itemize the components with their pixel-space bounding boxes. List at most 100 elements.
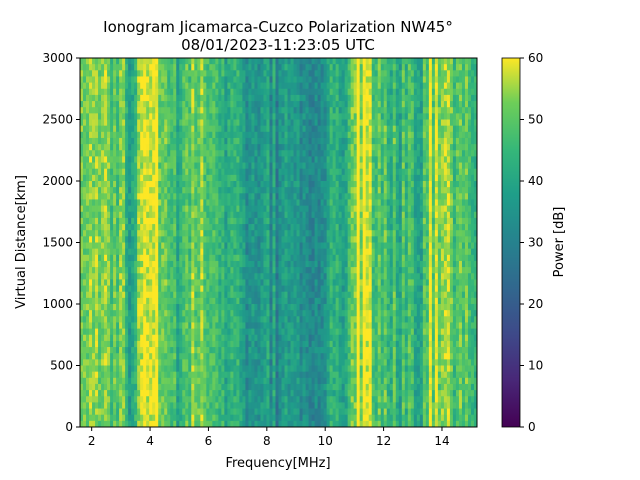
heatmap-cell — [173, 267, 177, 274]
heatmap-cell — [290, 402, 294, 409]
heatmap-cell — [98, 137, 102, 145]
heatmap-cell — [257, 285, 261, 293]
heatmap-cell — [230, 322, 234, 329]
heatmap-cell — [122, 254, 126, 262]
heatmap-cell — [272, 82, 276, 90]
heatmap-cell — [239, 260, 243, 268]
heatmap-cell — [116, 174, 120, 182]
heatmap-cell — [179, 113, 183, 120]
heatmap-cell — [137, 88, 141, 96]
heatmap-cell — [197, 211, 201, 219]
heatmap-cell — [125, 340, 129, 348]
heatmap-cell — [260, 70, 264, 77]
heatmap-cell — [122, 101, 126, 108]
heatmap-cell — [326, 101, 331, 108]
heatmap-cell — [242, 168, 246, 176]
heatmap-cell — [326, 371, 331, 379]
heatmap-cell — [287, 174, 291, 182]
heatmap-cell — [89, 359, 93, 366]
heatmap-cell — [197, 347, 201, 354]
heatmap-cell — [236, 230, 240, 237]
heatmap-cell — [161, 353, 165, 360]
heatmap-cell — [125, 217, 129, 225]
heatmap-cell — [185, 82, 189, 90]
heatmap-cell — [128, 396, 132, 403]
heatmap-cell — [218, 353, 222, 360]
heatmap-cell — [218, 242, 222, 250]
heatmap-cell — [164, 371, 168, 379]
heatmap-cell — [149, 347, 153, 354]
heatmap-cell — [140, 88, 144, 96]
heatmap-cell — [323, 390, 328, 397]
heatmap-cell — [179, 101, 183, 108]
heatmap-cell — [92, 217, 96, 225]
heatmap-cell — [320, 365, 325, 373]
heatmap-cell — [266, 310, 270, 317]
heatmap-cell — [176, 64, 180, 71]
heatmap-cell — [326, 94, 331, 102]
heatmap-cell — [119, 162, 123, 170]
heatmap-cell — [176, 328, 180, 336]
heatmap-cell — [182, 64, 186, 71]
heatmap-cell — [227, 162, 231, 170]
heatmap-cell — [272, 285, 276, 293]
heatmap-cell — [131, 297, 135, 305]
heatmap-cell — [218, 107, 222, 114]
heatmap-cell — [200, 414, 204, 422]
heatmap-cell — [278, 334, 282, 342]
heatmap-cell — [215, 144, 219, 151]
heatmap-cell — [209, 181, 213, 188]
heatmap-cell — [101, 144, 105, 151]
heatmap-cell — [173, 297, 177, 305]
heatmap-cell — [269, 230, 273, 237]
heatmap-cell — [314, 304, 318, 311]
heatmap-cell — [206, 310, 210, 317]
heatmap-cell — [287, 205, 291, 213]
heatmap-cell — [251, 64, 255, 71]
heatmap-cell — [311, 322, 315, 329]
heatmap-cell — [281, 101, 285, 108]
heatmap-cell — [314, 371, 318, 379]
heatmap-cell — [326, 64, 331, 71]
heatmap-cell — [164, 396, 168, 403]
heatmap-cell — [296, 107, 300, 114]
heatmap-cell — [182, 310, 186, 317]
heatmap-cell — [293, 125, 297, 133]
heatmap-cell — [287, 291, 291, 299]
heatmap-cell — [305, 211, 309, 219]
heatmap-cell — [320, 267, 325, 274]
heatmap-cell — [248, 279, 252, 286]
heatmap-cell — [323, 211, 328, 219]
heatmap-cell — [281, 230, 285, 237]
heatmap-cell — [257, 144, 261, 151]
heatmap-cell — [152, 76, 156, 83]
heatmap-cell — [224, 347, 228, 354]
heatmap-cell — [137, 248, 141, 256]
heatmap-cell — [146, 131, 150, 139]
heatmap-cell — [134, 113, 138, 120]
heatmap-cell — [131, 64, 135, 71]
heatmap-cell — [245, 353, 249, 360]
heatmap-cell — [317, 285, 322, 293]
heatmap-cell — [191, 94, 195, 102]
heatmap-cell — [131, 236, 135, 243]
heatmap-cell — [215, 316, 219, 323]
heatmap-cell — [110, 297, 114, 305]
heatmap-cell — [293, 224, 297, 231]
heatmap-cell — [203, 168, 207, 176]
heatmap-cell — [119, 125, 123, 133]
heatmap-cell — [83, 58, 87, 65]
heatmap-cell — [167, 328, 171, 336]
heatmap-cell — [224, 408, 228, 416]
heatmap-cell — [236, 273, 240, 280]
heatmap-cell — [98, 162, 102, 170]
heatmap-cell — [209, 371, 213, 379]
heatmap-cell — [128, 242, 132, 250]
heatmap-cell — [119, 328, 123, 336]
heatmap-cell — [176, 383, 180, 391]
heatmap-cell — [197, 279, 201, 286]
heatmap-cell — [188, 181, 192, 188]
heatmap-cell — [164, 390, 168, 397]
heatmap-cell — [101, 150, 105, 157]
heatmap-cell — [191, 205, 195, 213]
